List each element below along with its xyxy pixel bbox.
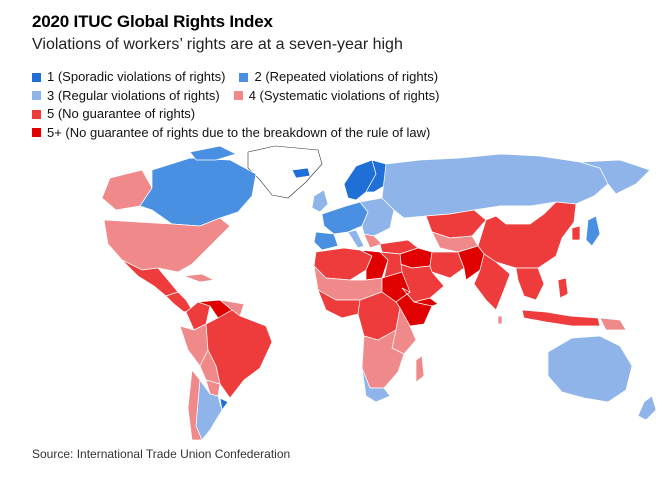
legend-label-3: 3 (Regular violations of rights) xyxy=(47,87,220,103)
region-uruguay xyxy=(219,397,229,411)
region-philippines xyxy=(557,277,569,299)
region-iberia xyxy=(313,231,339,251)
chart-title: 2020 ITUC Global Rights Index xyxy=(32,12,273,31)
legend-label-2: 2 (Repeated violations of rights) xyxy=(254,69,439,84)
region-japan xyxy=(585,215,601,247)
legend-label-1: 1 (Sporadic violations of rights) xyxy=(47,69,226,84)
legend-label-6: 5+ (No guarantee of rights due to the br… xyxy=(47,124,431,140)
region-australia xyxy=(547,335,633,403)
legend-swatch-3 xyxy=(32,91,41,101)
region-scandinavia xyxy=(343,159,377,201)
legend-item-6: 5+ (No guarantee of rights due to the br… xyxy=(32,124,430,143)
region-greenland xyxy=(247,145,323,199)
region-central-america xyxy=(165,291,193,313)
region-iceland xyxy=(291,167,311,179)
legend-swatch-5 xyxy=(32,109,41,119)
world-map xyxy=(101,145,657,440)
region-russia-far-east xyxy=(579,159,651,195)
region-south-africa-namibia xyxy=(361,367,391,403)
region-madagascar xyxy=(415,355,425,383)
region-indochina xyxy=(515,267,545,301)
region-italy xyxy=(347,229,365,249)
region-uk-ireland xyxy=(311,189,329,213)
legend-row-3: 5 (No guarantee of rights) xyxy=(32,105,453,124)
region-china xyxy=(477,201,577,269)
legend-item-2: 2 (Repeated violations of rights) xyxy=(239,68,438,87)
legend-swatch-6 xyxy=(32,128,41,138)
legend-row-1: 1 (Sporadic violations of rights) 2 (Rep… xyxy=(32,68,453,87)
region-india xyxy=(473,253,511,311)
region-papua xyxy=(599,317,627,331)
legend-item-4: 4 (Systematic violations of rights) xyxy=(233,87,440,106)
region-balkans xyxy=(363,233,383,249)
legend: 1 (Sporadic violations of rights) 2 (Rep… xyxy=(32,68,453,142)
legend-item-1: 1 (Sporadic violations of rights) xyxy=(32,68,225,87)
region-iran xyxy=(429,251,465,279)
region-new-zealand xyxy=(637,395,657,421)
legend-swatch-2 xyxy=(239,72,249,82)
region-bolivia xyxy=(199,349,221,385)
legend-row-2: 3 (Regular violations of rights) 4 (Syst… xyxy=(32,87,453,106)
region-colombia xyxy=(185,301,211,331)
region-arctic-islands xyxy=(189,145,237,161)
region-western-europe xyxy=(321,201,369,235)
legend-item-5: 5 (No guarantee of rights) xyxy=(32,105,195,124)
legend-label-5: 5 (No guarantee of rights) xyxy=(47,106,196,121)
source-note: Source: International Trade Union Confed… xyxy=(32,447,291,461)
region-korea xyxy=(571,225,581,241)
region-caribbean xyxy=(183,273,216,283)
region-usa xyxy=(103,217,231,273)
legend-swatch-1 xyxy=(32,72,41,82)
chart-subtitle: Violations of workers’ rights are at a s… xyxy=(32,36,403,53)
region-indonesia xyxy=(521,309,601,327)
region-sri-lanka xyxy=(497,315,503,325)
region-canada xyxy=(139,157,257,227)
legend-item-3: 3 (Regular violations of rights) xyxy=(32,87,220,106)
legend-label-4: 4 (Systematic violations of rights) xyxy=(248,87,440,103)
legend-swatch-4 xyxy=(233,91,243,101)
legend-row-4: 5+ (No guarantee of rights due to the br… xyxy=(32,124,453,143)
region-chile xyxy=(187,369,203,440)
